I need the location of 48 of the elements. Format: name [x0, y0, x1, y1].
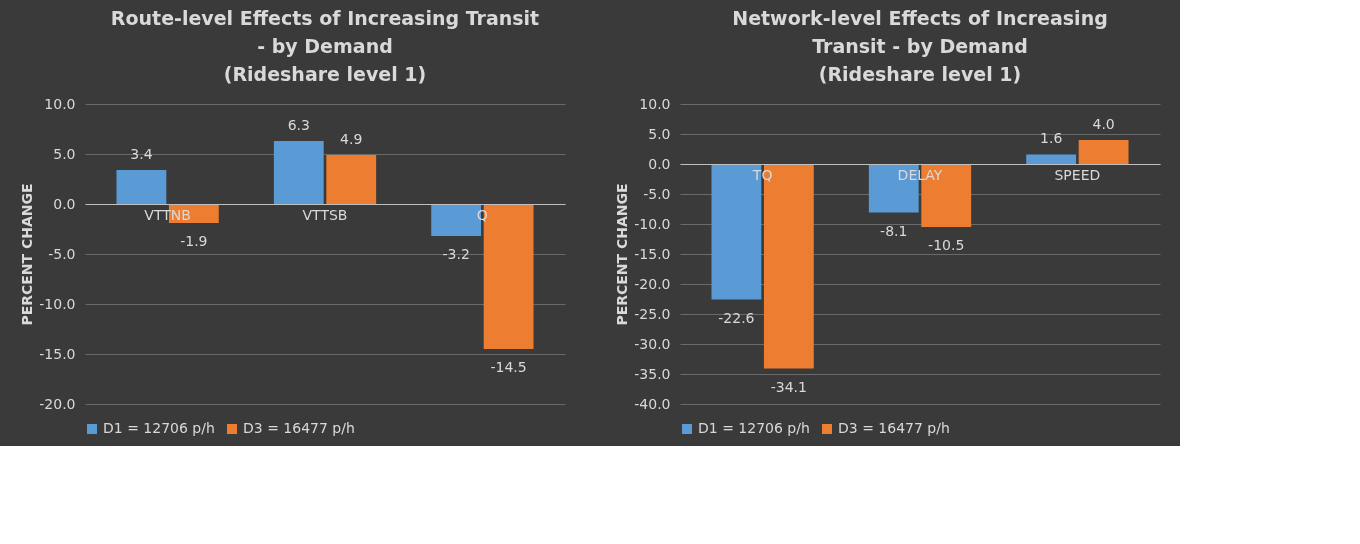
legend-label: D3 = 16477 p/h	[838, 420, 950, 436]
y-tick-label: 0.0	[648, 155, 671, 172]
bar	[273, 141, 324, 204]
bar	[1026, 154, 1077, 164]
data-label: -3.2	[442, 246, 470, 262]
x-tick-label: SPEED	[1054, 166, 1101, 183]
legend-label: D1 = 12706 p/h	[698, 420, 810, 436]
y-tick-label: -20.0	[634, 275, 671, 292]
data-label: 4.0	[1092, 116, 1115, 132]
data-label: -22.6	[718, 309, 755, 326]
y-tick-label: -5.0	[643, 185, 671, 202]
y-tick-label: -25.0	[634, 305, 671, 322]
data-label: -34.1	[770, 378, 807, 395]
data-label: -10.5	[928, 237, 965, 253]
legend-label: D1 = 12706 p/h	[103, 420, 215, 436]
y-axis-title: PERCENT CHANGE	[19, 183, 36, 326]
bar	[1078, 140, 1129, 164]
data-label: 3.4	[130, 146, 153, 162]
y-tick-label: -15.0	[634, 245, 671, 262]
chart-title: Route-level Effects of Increasing Transit - by Demand (Rideshare level 1)	[110, 7, 540, 85]
y-tick-label: -10.0	[634, 215, 671, 232]
data-label: 6.3	[287, 117, 310, 133]
x-tick-label: DELAY	[897, 166, 943, 183]
y-tick-label: -10.0	[39, 295, 76, 312]
bar	[326, 155, 377, 204]
data-label: -14.5	[490, 359, 527, 375]
data-label: -8.1	[880, 222, 908, 239]
y-tick-label: 10.0	[639, 95, 671, 112]
y-tick-label: 5.0	[648, 125, 671, 142]
x-tick-label: VTTSB	[302, 206, 348, 223]
y-axis-title: PERCENT CHANGE	[614, 183, 631, 326]
y-tick-label: 5.0	[53, 145, 76, 162]
data-label: 1.6	[1040, 130, 1063, 147]
data-label: -1.9	[180, 233, 208, 249]
chart-title: Network-level Effects of Increasing Transit - by Demand (Rideshare level 1)	[732, 7, 1108, 85]
y-tick-label: 10.0	[44, 95, 76, 112]
y-tick-label: -35.0	[634, 365, 671, 382]
y-tick-label: 0.0	[53, 195, 76, 212]
x-tick-label: TQ	[751, 166, 773, 183]
bar	[116, 170, 167, 204]
y-tick-label: -40.0	[634, 395, 671, 412]
y-tick-label: -30.0	[634, 335, 671, 352]
legend-label: D3 = 16477 p/h	[243, 420, 355, 436]
data-label: 4.9	[340, 131, 363, 147]
y-tick-label: -15.0	[39, 345, 76, 362]
x-tick-label: Q	[476, 206, 488, 223]
y-tick-label: -20.0	[39, 395, 76, 412]
y-tick-label: -5.0	[48, 245, 76, 262]
